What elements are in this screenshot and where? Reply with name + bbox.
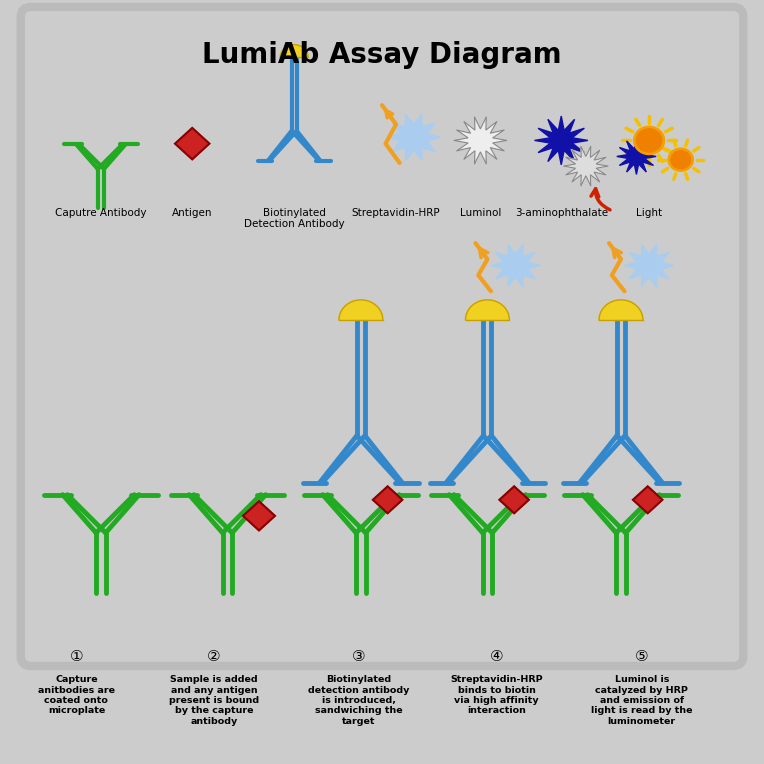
Text: ⑤: ⑤ [635,649,649,664]
Text: Antigen: Antigen [172,208,212,218]
Polygon shape [535,116,588,165]
Polygon shape [461,123,500,158]
Polygon shape [500,487,529,513]
Circle shape [636,129,662,152]
Polygon shape [624,244,674,287]
Text: Luminol: Luminol [460,208,501,218]
Polygon shape [491,244,540,287]
Polygon shape [633,487,662,513]
Polygon shape [563,146,608,186]
Polygon shape [465,299,510,320]
Text: Luminol is
catalyzed by HRP
and emission of
light is read by the
luminometer: Luminol is catalyzed by HRP and emission… [591,675,692,726]
Polygon shape [599,299,643,320]
Text: ③: ③ [352,649,366,664]
Text: ②: ② [207,649,221,664]
Polygon shape [387,114,440,160]
Polygon shape [280,45,308,57]
Polygon shape [373,487,403,513]
Polygon shape [243,501,275,530]
Text: ①: ① [70,649,83,664]
Polygon shape [454,117,507,164]
Text: Light: Light [636,208,662,218]
Text: Sample is added
and any antigen
present is bound
by the capture
antibody: Sample is added and any antigen present … [169,675,259,726]
Circle shape [671,151,691,169]
Polygon shape [339,299,383,320]
Text: Caputre Antibody: Caputre Antibody [55,208,147,218]
Text: Biotinylated
Detection Antibody: Biotinylated Detection Antibody [244,208,345,229]
Polygon shape [175,128,209,160]
Text: Biotinylated
detection antibody
is introduced,
sandwiching the
target: Biotinylated detection antibody is intro… [309,675,410,726]
Polygon shape [617,138,656,174]
Text: Capture
anitbodies are
coated onto
microplate: Capture anitbodies are coated onto micro… [38,675,115,715]
Circle shape [668,148,694,171]
Text: ④: ④ [490,649,503,664]
Text: Streptavidin-HRP
binds to biotin
via high affinity
interaction: Streptavidin-HRP binds to biotin via hig… [450,675,543,715]
Text: Streptavidin-HRP: Streptavidin-HRP [351,208,440,218]
Text: 3-aminophthalate: 3-aminophthalate [515,208,608,218]
Text: LumiAb Assay Diagram: LumiAb Assay Diagram [202,41,562,69]
Circle shape [633,126,665,154]
